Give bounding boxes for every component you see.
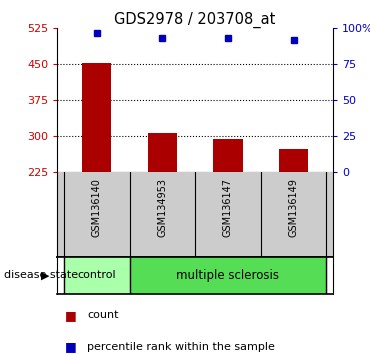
Title: GDS2978 / 203708_at: GDS2978 / 203708_at: [114, 12, 276, 28]
Text: multiple sclerosis: multiple sclerosis: [176, 269, 279, 282]
Text: percentile rank within the sample: percentile rank within the sample: [87, 342, 275, 352]
Text: GSM136140: GSM136140: [92, 178, 102, 238]
Bar: [279, 149, 308, 172]
Text: GSM134953: GSM134953: [157, 178, 167, 238]
Text: ■: ■: [65, 341, 77, 353]
Bar: [82, 63, 111, 172]
Text: control: control: [77, 270, 116, 280]
Text: disease state: disease state: [4, 270, 78, 280]
Bar: [148, 132, 177, 172]
Bar: [130, 257, 326, 294]
Text: ■: ■: [65, 309, 77, 321]
Text: GSM136147: GSM136147: [223, 178, 233, 238]
Text: count: count: [87, 310, 118, 320]
Text: ▶: ▶: [41, 270, 50, 280]
Text: GSM136149: GSM136149: [289, 178, 299, 238]
Bar: [64, 257, 130, 294]
Bar: [213, 139, 243, 172]
